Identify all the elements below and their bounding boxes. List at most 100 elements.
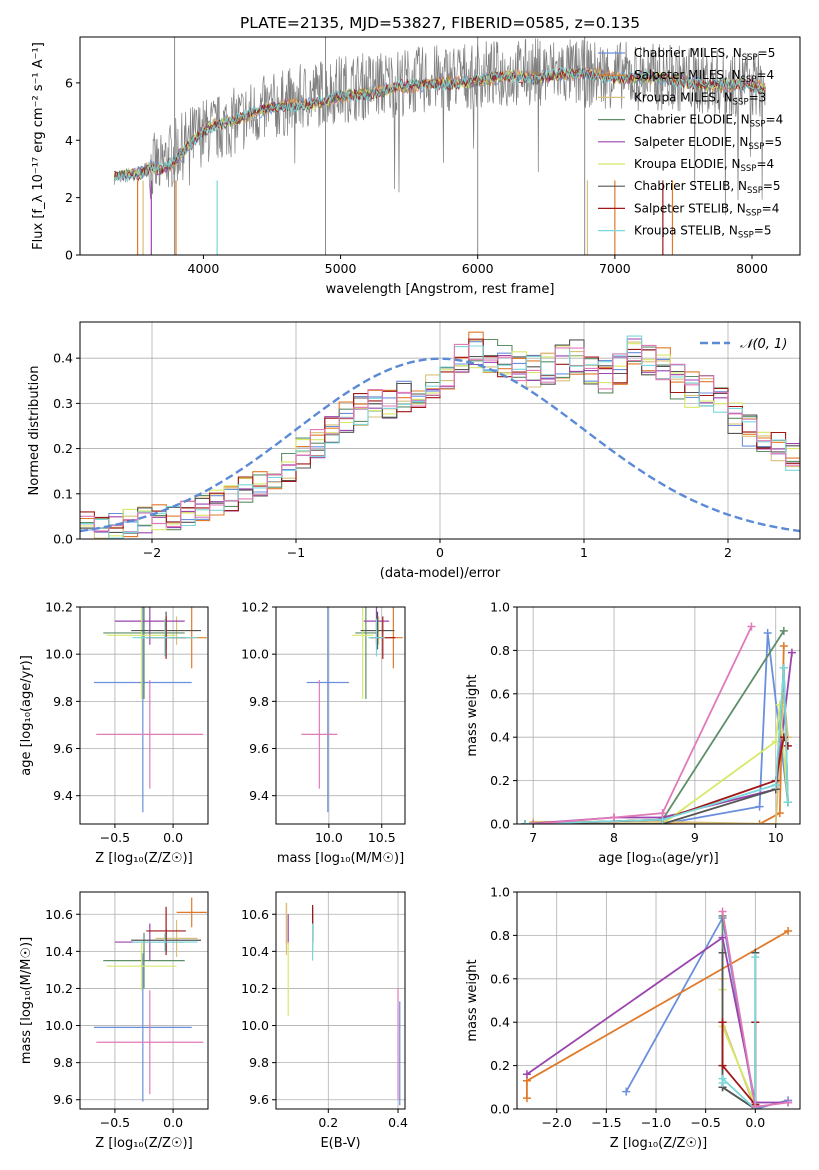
x-tick-label: −0.5 bbox=[100, 1115, 130, 1130]
y-tick-label: 0.6 bbox=[490, 686, 510, 701]
x-axis-label: (data-model)/error bbox=[380, 566, 501, 581]
legend-subscript: SSP bbox=[741, 75, 757, 85]
legend-suffix: =4 bbox=[756, 157, 774, 171]
plot-area bbox=[285, 903, 401, 1106]
weight-marker bbox=[779, 642, 788, 651]
weight-line-1 bbox=[625, 915, 789, 1109]
y-tick-label: 0.0 bbox=[490, 1102, 510, 1117]
errorbar-point-3 bbox=[155, 919, 198, 957]
y-tick-label: 0.3 bbox=[53, 396, 73, 411]
errorbar-point-4 bbox=[103, 607, 185, 699]
y-tick-label: 0.4 bbox=[490, 1015, 510, 1030]
y-tick-label: 9.8 bbox=[249, 694, 269, 709]
histogram-series-10 bbox=[80, 343, 800, 532]
legend-subscript: SSP bbox=[738, 231, 754, 241]
x-tick-label: 6000 bbox=[462, 261, 494, 276]
x-tick-label: 8 bbox=[610, 830, 618, 845]
y-tick-label: 0 bbox=[65, 248, 73, 263]
x-tick-label: 7000 bbox=[599, 261, 631, 276]
axes-frame bbox=[275, 891, 406, 1110]
legend-subscript: SSP bbox=[748, 142, 764, 152]
x-tick-label: 1 bbox=[580, 545, 588, 560]
x-tick-label: 0.0 bbox=[163, 1115, 183, 1130]
legend: Chabrier MILES, NSSP=5 Salpeter MILES, NS… bbox=[598, 46, 783, 241]
weight-marker bbox=[718, 933, 727, 942]
axes-frame bbox=[79, 891, 209, 1110]
y-tick-label: 9.8 bbox=[249, 1055, 269, 1070]
y-tick-label: 10.2 bbox=[45, 981, 73, 996]
plot-area bbox=[93, 607, 207, 813]
x-tick-label: 7 bbox=[529, 830, 537, 845]
y-axis-label: mass weight bbox=[465, 959, 480, 1041]
x-tick-label: −1.0 bbox=[641, 1115, 671, 1130]
weight-line-3 bbox=[721, 978, 757, 1109]
histogram-series-8 bbox=[80, 338, 800, 529]
y-tick-label: 9.6 bbox=[249, 1092, 269, 1107]
observed-spectrum bbox=[113, 38, 766, 216]
errorbar-point-2 bbox=[176, 897, 207, 928]
panel-mass-vs-EBV: 0.2 0.4 9.6 9.8 10.0 10.2 10.4 10.6 E(B-V) bbox=[241, 891, 408, 1151]
panel-weight-vs-Z: −2.0 −1.5 −1.0 −0.5 0.0 0.0 0.2 0.4 0.6 0.8 1.0 Z [… bbox=[465, 885, 801, 1151]
y-tick-label: 2 bbox=[65, 190, 73, 205]
plot-area bbox=[522, 907, 793, 1109]
y-tick-label: 9.8 bbox=[53, 694, 73, 709]
y-tick-label: 10.6 bbox=[241, 907, 269, 922]
errorbar-point-8 bbox=[146, 906, 186, 956]
y-axis-label: Flux [f_λ 10⁻¹⁷ erg cm⁻² s⁻¹ A⁻¹] bbox=[31, 42, 46, 250]
axes-frame bbox=[516, 891, 801, 1110]
legend-subscript: SSP bbox=[747, 186, 763, 196]
legend-label: Chabrier MILES, NSSP=5 bbox=[634, 46, 775, 63]
legend-suffix: =4 bbox=[756, 68, 774, 82]
x-axis-label: Z [log₁₀(Z/Z☉)] bbox=[95, 851, 192, 866]
weight-line-6 bbox=[525, 704, 789, 824]
weight-line-9 bbox=[525, 667, 789, 824]
weight-marker bbox=[784, 1098, 793, 1107]
axes-frame bbox=[79, 606, 209, 825]
weight-marker bbox=[718, 1018, 727, 1027]
errorbar-point-1 bbox=[93, 953, 192, 1102]
errorbar-point-9 bbox=[367, 618, 385, 657]
x-tick-label: 0.4 bbox=[388, 1115, 408, 1130]
y-tick-label: 9.4 bbox=[53, 788, 73, 803]
axes-frame bbox=[516, 606, 801, 825]
y-axis-label: Normed distribution bbox=[27, 366, 42, 496]
y-tick-label: 10.0 bbox=[241, 1018, 269, 1033]
x-tick-label: 0.0 bbox=[745, 1115, 765, 1130]
errorbar-point-5 bbox=[114, 607, 185, 645]
plot-area bbox=[301, 607, 403, 813]
plot-area bbox=[93, 897, 207, 1102]
model-spectrum-6 bbox=[113, 68, 766, 180]
x-axis-label: wavelength [Angstrom, rest frame] bbox=[326, 282, 555, 297]
weight-marker bbox=[610, 813, 619, 822]
plot-area bbox=[521, 622, 796, 824]
model-spectrum-9 bbox=[113, 66, 766, 183]
histogram-series-9 bbox=[80, 335, 800, 539]
x-tick-label: −2 bbox=[143, 545, 161, 560]
y-tick-label: 10.0 bbox=[45, 1018, 73, 1033]
y-tick-label: 9.8 bbox=[53, 1055, 73, 1070]
panel-mass-vs-Z: −0.5 0.0 9.6 9.8 10.0 10.2 10.4 10.6 Z [log₁₀(Z/… bbox=[19, 891, 209, 1151]
panel-spectrum: 4000 5000 6000 7000 8000 0 2 4 6 wavelength [Angs… bbox=[31, 36, 801, 297]
weight-marker bbox=[755, 820, 764, 824]
weight-marker bbox=[718, 1061, 727, 1070]
x-tick-label: 10.0 bbox=[315, 830, 343, 845]
x-tick-label: −2.0 bbox=[542, 1115, 572, 1130]
weight-marker bbox=[751, 953, 760, 962]
y-tick-label: 0.2 bbox=[490, 1058, 510, 1073]
weight-marker bbox=[787, 648, 796, 657]
y-tick-label: 10.2 bbox=[241, 600, 269, 615]
errorbar-point-4 bbox=[355, 607, 377, 699]
errorbar-point-9 bbox=[132, 932, 198, 952]
weight-marker bbox=[718, 1074, 727, 1083]
weight-line-5 bbox=[525, 652, 793, 824]
y-tick-label: 10.0 bbox=[241, 647, 269, 662]
weight-marker bbox=[784, 927, 793, 936]
weight-marker bbox=[771, 780, 780, 789]
errorbar-point-1 bbox=[306, 607, 349, 813]
legend-suffix: =4 bbox=[766, 113, 784, 127]
panel-age-vs-Z: −0.5 0.0 9.4 9.6 9.8 10.0 10.2 Z [log₁₀(Z/Z☉)] a… bbox=[19, 600, 209, 866]
x-axis-label: E(B-V) bbox=[320, 1136, 360, 1151]
x-tick-label: −0.5 bbox=[690, 1115, 720, 1130]
y-tick-label: 10.0 bbox=[45, 647, 73, 662]
x-axis-label: mass [log₁₀(M/M☉)] bbox=[277, 851, 404, 866]
